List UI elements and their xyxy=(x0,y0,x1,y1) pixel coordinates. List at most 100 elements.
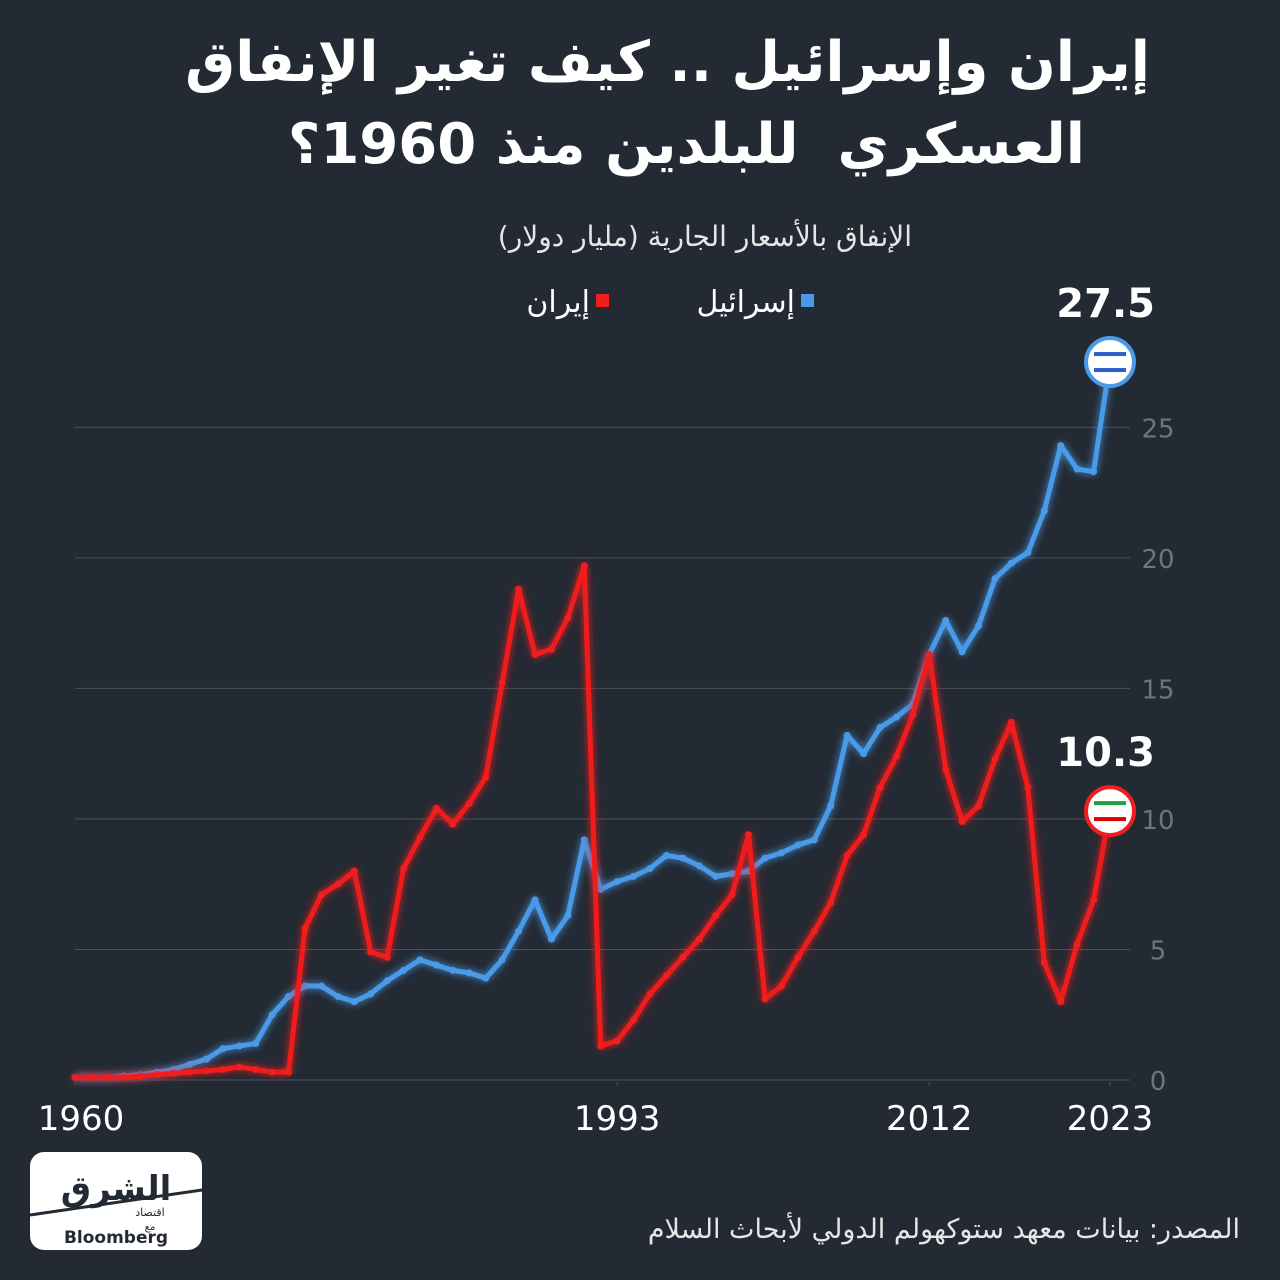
point xyxy=(515,585,523,593)
flag-stripe xyxy=(1094,368,1126,373)
point xyxy=(301,925,309,933)
point xyxy=(1024,549,1032,557)
point xyxy=(975,802,983,810)
point xyxy=(285,992,293,1000)
point xyxy=(843,731,851,739)
point xyxy=(1040,507,1048,515)
flag-stripe xyxy=(1094,352,1126,357)
point xyxy=(219,1066,227,1074)
point xyxy=(498,679,506,687)
point xyxy=(942,617,950,625)
point xyxy=(400,966,408,974)
point xyxy=(202,1067,210,1075)
title-line: العسكري للبلدين منذ 1960؟ xyxy=(287,112,1085,177)
x-tick-label: 1993 xyxy=(574,1099,661,1139)
point xyxy=(958,648,966,656)
point xyxy=(317,891,325,899)
flag-stripe xyxy=(1094,817,1126,822)
point xyxy=(547,935,555,943)
y-tick-label: 15 xyxy=(1141,675,1174,705)
point xyxy=(1057,998,1065,1006)
point xyxy=(1073,465,1081,473)
point xyxy=(564,614,572,622)
subtitle: الإنفاق بالأسعار الجارية (مليار دولار) xyxy=(497,220,912,253)
point xyxy=(991,575,999,583)
point xyxy=(843,851,851,859)
point xyxy=(137,1072,145,1080)
point xyxy=(383,953,391,961)
point xyxy=(580,562,588,570)
point xyxy=(416,956,424,964)
point xyxy=(925,650,933,658)
point xyxy=(794,953,802,961)
logo-brand: الشرق xyxy=(61,1169,172,1209)
point xyxy=(564,912,572,920)
point xyxy=(958,818,966,826)
point xyxy=(235,1063,243,1071)
point xyxy=(876,784,884,792)
source: المصدر: بيانات معهد ستوكهولم الدولي لأبح… xyxy=(647,1214,1240,1245)
point xyxy=(745,831,753,839)
point xyxy=(679,854,687,862)
series-line xyxy=(75,563,1113,1080)
legend-label: إسرائيل xyxy=(697,285,795,320)
point xyxy=(1007,559,1015,567)
y-tick-label: 5 xyxy=(1150,936,1167,966)
point xyxy=(1073,940,1081,948)
point xyxy=(1090,468,1098,476)
point xyxy=(400,865,408,873)
point xyxy=(252,1039,260,1047)
point xyxy=(531,896,539,904)
point xyxy=(909,711,917,718)
point xyxy=(367,990,375,998)
end-label: 10.3 xyxy=(1056,730,1155,776)
point xyxy=(449,966,457,974)
point xyxy=(860,750,868,758)
point xyxy=(991,755,999,763)
point xyxy=(317,982,325,990)
point xyxy=(679,953,687,961)
point xyxy=(498,956,506,964)
point xyxy=(892,752,900,760)
point xyxy=(219,1045,227,1053)
legend-label: إيران xyxy=(526,285,590,320)
title-line: إيران وإسرائيل .. كيف تغير الإنفاق xyxy=(185,30,1150,95)
point xyxy=(1057,442,1065,450)
point xyxy=(186,1068,194,1076)
point xyxy=(597,1042,605,1050)
point xyxy=(761,854,769,862)
point xyxy=(515,927,523,935)
point xyxy=(777,849,785,857)
point xyxy=(120,1073,128,1081)
legend-swatch xyxy=(801,294,814,307)
point xyxy=(153,1071,161,1079)
point xyxy=(482,773,490,781)
point xyxy=(87,1073,95,1081)
point xyxy=(794,841,802,849)
point xyxy=(383,977,391,985)
point xyxy=(285,1068,293,1076)
point xyxy=(613,878,621,886)
point xyxy=(630,1016,638,1024)
y-tick-label: 10 xyxy=(1141,806,1174,836)
series: 10.3 xyxy=(71,562,1155,1081)
logo-stroke xyxy=(29,1188,203,1217)
point xyxy=(613,1037,621,1045)
point xyxy=(695,935,703,943)
end-label: 27.5 xyxy=(1056,281,1155,327)
point xyxy=(482,974,490,982)
point xyxy=(350,998,358,1006)
point xyxy=(580,836,588,844)
point xyxy=(761,995,769,1003)
point xyxy=(662,851,670,859)
point xyxy=(810,927,818,935)
end-flag xyxy=(1084,336,1136,389)
point xyxy=(350,867,358,875)
point xyxy=(728,870,736,878)
point xyxy=(646,865,654,873)
point xyxy=(777,982,785,990)
point xyxy=(712,872,720,880)
point xyxy=(860,831,868,839)
